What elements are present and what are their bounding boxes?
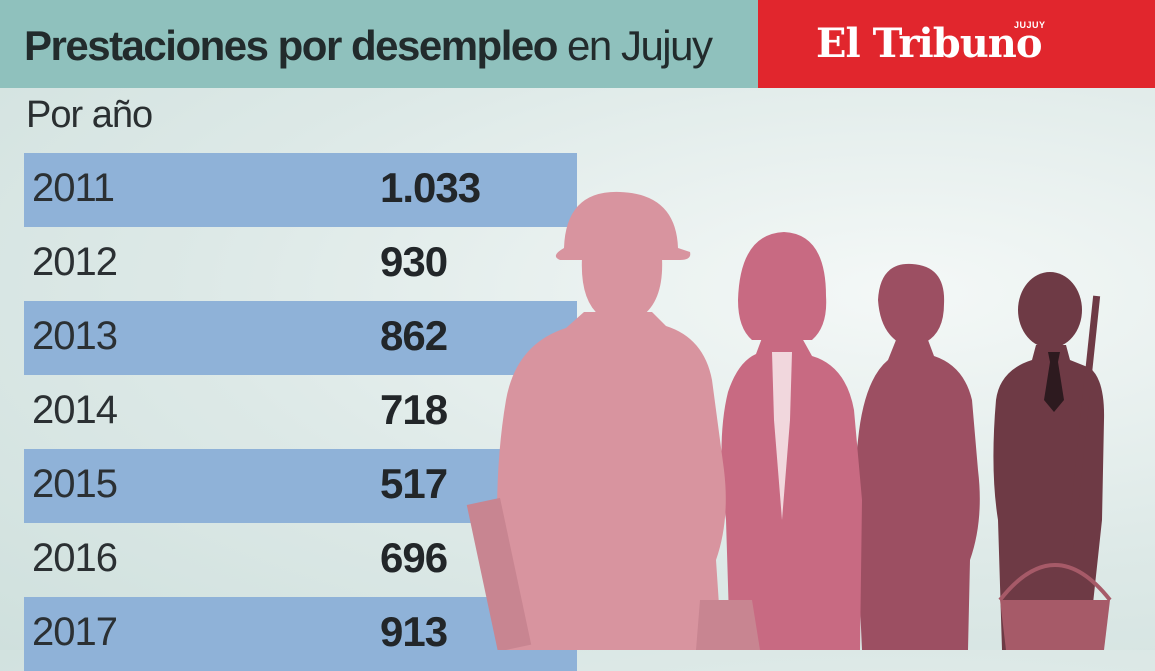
row-year: 2014 xyxy=(32,388,118,432)
title-rest: en Jujuy xyxy=(556,22,713,69)
row-year: 2011 xyxy=(32,166,115,210)
suit-worker-silhouette xyxy=(993,272,1105,650)
row-year: 2012 xyxy=(32,240,118,284)
blouse-detail xyxy=(772,352,792,520)
toolbox-icon xyxy=(466,497,760,650)
row-value: 718 xyxy=(380,386,448,433)
table-row: 2014 718 xyxy=(24,375,577,449)
logo-name: El Tribuno xyxy=(816,20,1043,67)
table-row: 2013 862 xyxy=(24,301,577,375)
page-title: Prestaciones por desempleo en Jujuy xyxy=(24,20,713,72)
table-row: 2011 1.033 xyxy=(24,153,577,227)
table-row: 2016 696 xyxy=(24,523,577,597)
businesswoman-silhouette xyxy=(721,232,862,650)
row-value: 517 xyxy=(380,460,448,507)
title-bold: Prestaciones por desempleo xyxy=(24,22,558,69)
row-year: 2015 xyxy=(32,462,118,506)
workers-silhouettes-illustration xyxy=(466,191,1112,650)
worker-woman-silhouette xyxy=(854,263,980,650)
row-value: 696 xyxy=(380,534,448,581)
row-year: 2016 xyxy=(32,536,118,580)
construction-worker-silhouette xyxy=(497,191,726,650)
row-year: 2017 xyxy=(32,610,118,654)
table-subtitle: Por año xyxy=(26,94,153,136)
row-value: 862 xyxy=(380,312,448,359)
logo-superscript: JUJUY xyxy=(1014,20,1046,30)
row-value: 1.033 xyxy=(380,164,481,211)
row-year: 2013 xyxy=(32,314,118,358)
bucket-icon xyxy=(998,563,1112,650)
publisher-logo: El Tribuno JUJUY xyxy=(758,0,1155,88)
table-row: 2012 930 xyxy=(24,227,577,301)
row-value: 930 xyxy=(380,238,448,285)
header-bar: Prestaciones por desempleo en Jujuy xyxy=(0,0,758,88)
row-value: 913 xyxy=(380,608,448,655)
tie-icon xyxy=(1044,352,1064,412)
